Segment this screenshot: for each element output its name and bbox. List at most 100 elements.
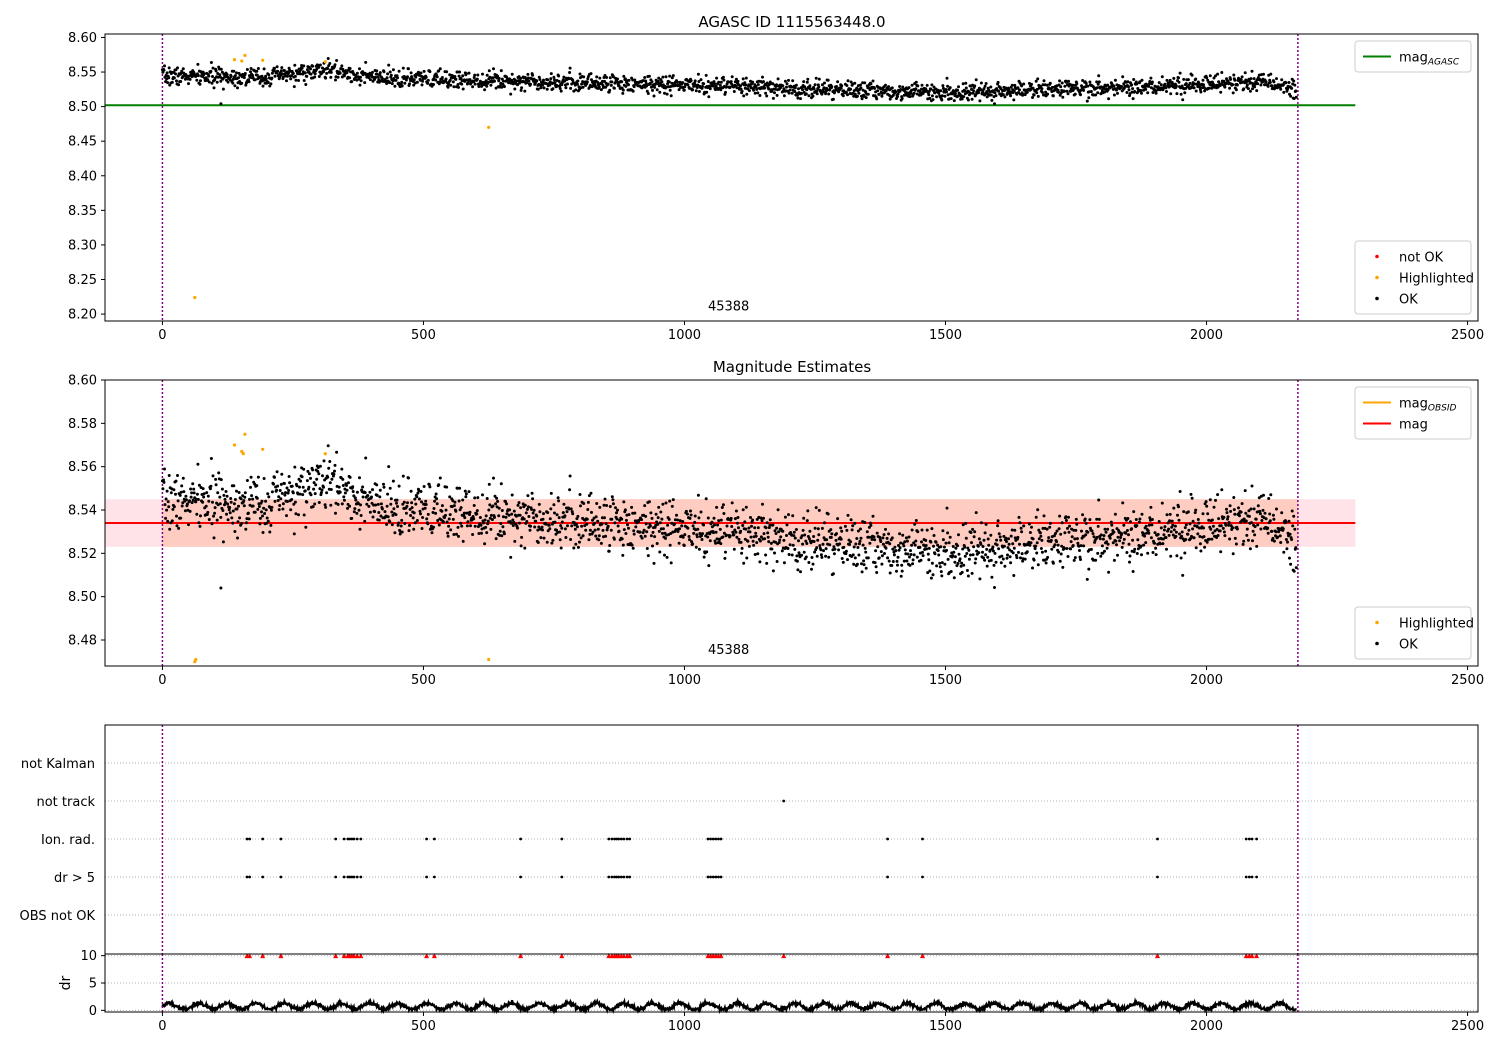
- ok-point: [974, 511, 978, 515]
- ok-point: [363, 519, 367, 523]
- ok-point: [935, 564, 939, 568]
- ok-point: [1058, 514, 1062, 518]
- ok-point: [773, 551, 776, 555]
- ok-point: [1259, 527, 1263, 531]
- ok-point: [1160, 75, 1164, 79]
- ok-point: [902, 559, 906, 563]
- ok-point: [1282, 550, 1286, 554]
- ok-point: [964, 536, 968, 540]
- ok-point: [256, 67, 260, 70]
- ok-point: [816, 527, 820, 531]
- ok-point: [753, 553, 757, 556]
- flag-point: [717, 875, 720, 879]
- ok-point: [322, 459, 326, 463]
- ok-point: [479, 523, 483, 527]
- ok-point: [615, 511, 618, 515]
- ok-point: [183, 509, 187, 513]
- ok-point: [456, 70, 459, 74]
- ok-point: [916, 84, 920, 88]
- ok-point: [1256, 504, 1260, 508]
- ok-point: [879, 540, 883, 543]
- ok-point: [483, 88, 487, 92]
- ok-point: [354, 498, 358, 502]
- ok-point: [1070, 86, 1074, 89]
- ok-point: [473, 524, 477, 528]
- ok-point: [969, 531, 973, 534]
- ok-point: [476, 73, 480, 77]
- ok-point: [787, 513, 790, 517]
- ok-point: [632, 529, 636, 533]
- ok-point: [951, 545, 955, 548]
- flag-point: [719, 837, 723, 841]
- ok-point: [921, 550, 924, 554]
- ok-point: [174, 492, 177, 496]
- ok-point: [1232, 73, 1236, 77]
- ok-point: [348, 67, 352, 70]
- ok-point: [1085, 99, 1089, 103]
- ok-point: [1174, 84, 1178, 88]
- ok-point: [936, 549, 940, 553]
- ok-point: [428, 485, 432, 489]
- ok-point: [959, 564, 963, 568]
- ok-point: [288, 481, 292, 485]
- ok-point: [1040, 550, 1044, 554]
- ok-point: [295, 484, 299, 488]
- ok-point: [336, 502, 340, 506]
- ok-point: [291, 72, 295, 75]
- ok-point: [313, 75, 317, 79]
- x-tick-label: 2500: [1451, 1019, 1484, 1034]
- ok-point: [343, 491, 347, 495]
- ok-point: [852, 545, 856, 549]
- ok-point: [422, 485, 426, 488]
- ok-point: [829, 528, 833, 532]
- ok-point: [1048, 525, 1052, 529]
- ok-point: [942, 545, 946, 549]
- ok-point: [1055, 540, 1058, 544]
- ok-point: [526, 72, 530, 76]
- ok-point: [196, 462, 200, 466]
- flagged-marker: [341, 953, 347, 959]
- y-tick-label: 8.60: [68, 374, 97, 389]
- ok-point: [1235, 527, 1239, 531]
- ok-point: [1096, 91, 1100, 95]
- ok-point: [1290, 509, 1294, 513]
- ok-point: [758, 560, 762, 564]
- ok-point: [332, 472, 336, 476]
- ok-point: [919, 558, 923, 562]
- ok-point: [330, 477, 334, 481]
- ok-point: [1211, 524, 1215, 528]
- ok-point: [435, 497, 439, 501]
- ok-point: [755, 87, 759, 91]
- ok-point: [512, 520, 516, 524]
- ok-point: [777, 530, 781, 534]
- ok-point: [512, 509, 516, 513]
- ok-point: [896, 563, 899, 567]
- y-tick-label: 8.35: [68, 204, 97, 219]
- ok-point: [836, 80, 840, 84]
- ok-point: [359, 514, 363, 517]
- ok-point: [794, 83, 798, 87]
- ok-point: [723, 556, 727, 560]
- ok-point: [358, 527, 362, 531]
- ok-point: [456, 525, 460, 529]
- ok-point: [313, 72, 317, 76]
- ok-point: [722, 512, 726, 515]
- flag-point: [334, 875, 338, 879]
- ok-point: [604, 534, 608, 538]
- ok-point: [1288, 556, 1291, 560]
- ok-point: [1057, 527, 1061, 531]
- ok-point: [822, 549, 825, 553]
- ok-point: [355, 490, 359, 494]
- ok-point: [567, 77, 571, 81]
- ok-point: [346, 506, 349, 510]
- ok-point: [537, 525, 541, 529]
- ok-point: [572, 546, 576, 550]
- ok-point: [471, 533, 475, 536]
- ok-point: [1259, 83, 1263, 87]
- ok-point: [338, 490, 342, 494]
- ok-point: [1199, 90, 1203, 94]
- ok-point: [924, 544, 928, 547]
- ok-point: [1180, 530, 1184, 534]
- ok-point: [1095, 517, 1099, 521]
- ok-point: [793, 90, 797, 93]
